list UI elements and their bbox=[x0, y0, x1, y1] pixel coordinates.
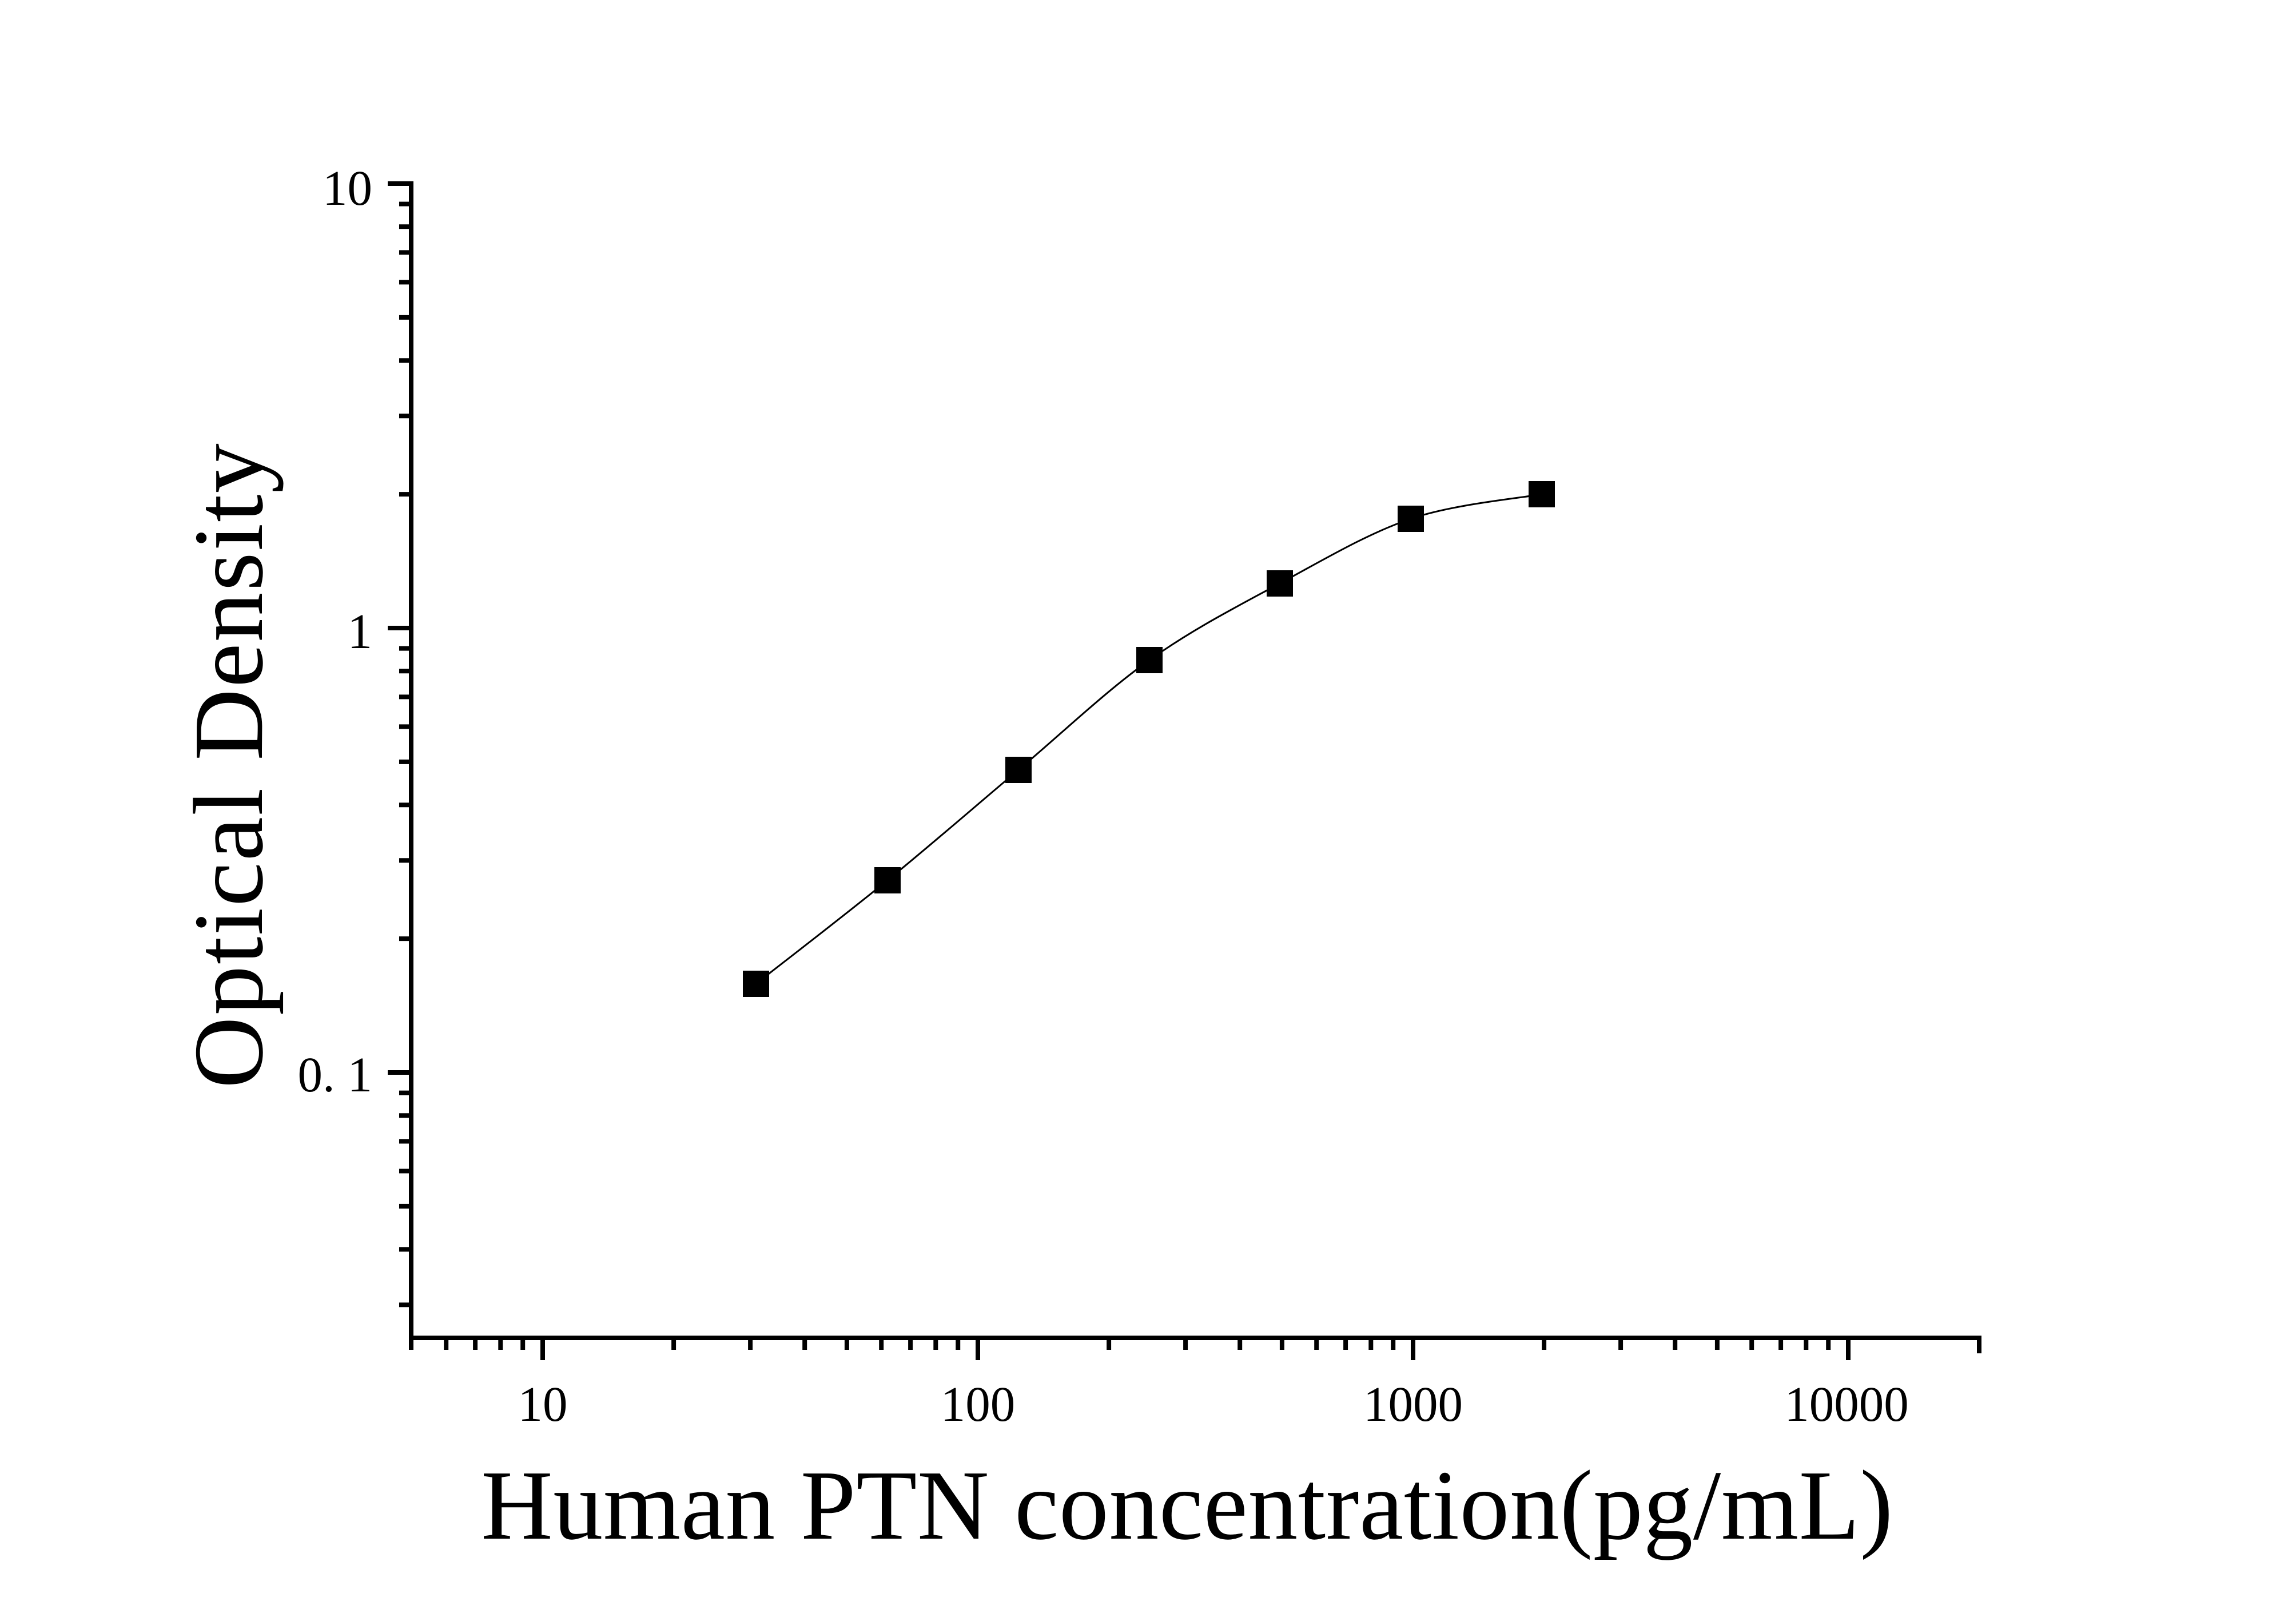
svg-text:0. 1: 0. 1 bbox=[298, 1047, 373, 1102]
svg-text:10: 10 bbox=[518, 1376, 568, 1432]
svg-text:Human PTN concentration(pg/mL): Human PTN concentration(pg/mL) bbox=[481, 1450, 1893, 1560]
svg-text:10000: 10000 bbox=[1784, 1376, 1909, 1432]
svg-text:1: 1 bbox=[348, 603, 373, 659]
svg-text:100: 100 bbox=[941, 1376, 1016, 1432]
svg-text:Optical Density: Optical Density bbox=[173, 442, 284, 1088]
svg-text:1000: 1000 bbox=[1363, 1376, 1463, 1432]
svg-text:10: 10 bbox=[323, 160, 372, 216]
